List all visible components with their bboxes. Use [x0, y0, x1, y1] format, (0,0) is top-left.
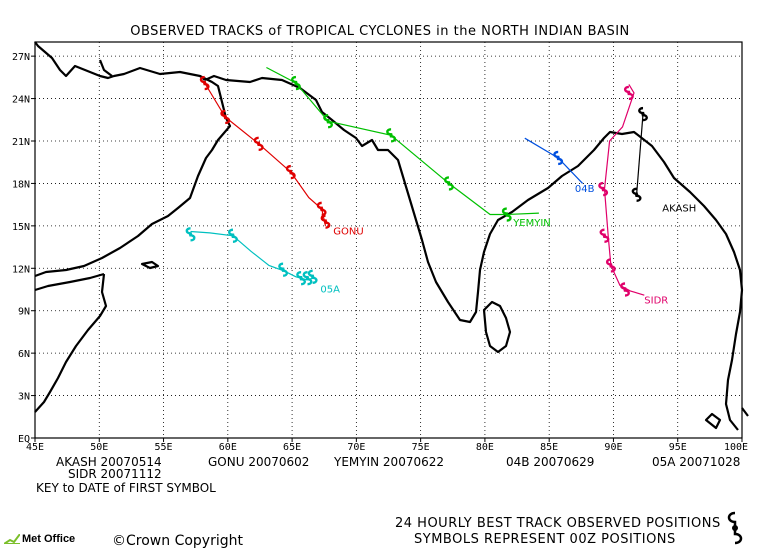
key-gonu: GONU 20070602 [208, 455, 310, 469]
map-frame [34, 41, 743, 439]
track-label-sidr: SIDR [644, 296, 668, 307]
coastline-somalia [34, 272, 105, 292]
cyclone-symbol-yemyin [323, 113, 333, 129]
cyclone-symbol-05a [228, 228, 238, 243]
cyclone-symbol-sidr [620, 282, 630, 297]
lon-tick-label: 90E [604, 442, 622, 453]
cyclone-symbol-05a [307, 269, 318, 284]
key-04b: 04B 20070629 [506, 455, 595, 469]
met-office-logo: Met Office [3, 533, 76, 546]
footer-line-2: SYMBOLS REPRESENT 00Z POSITIONS [414, 532, 676, 547]
lat-lon-grid [34, 42, 743, 439]
lat-tick-label: 3N [18, 392, 30, 403]
lon-tick-label: 60E [219, 442, 237, 453]
lon-tick-label: 85E [540, 442, 558, 453]
track-yemyin: YEMYIN [266, 66, 551, 229]
copyright-text: Crown Copyright [126, 533, 243, 549]
lat-tick-label: 12N [12, 264, 30, 275]
footer-line-1: 24 HOURLY BEST TRACK OBSERVED POSITIONS [395, 516, 721, 531]
cyclone-symbol-05a [185, 227, 196, 242]
track-line-04b [524, 137, 584, 184]
copyright-icon: © [112, 533, 126, 549]
cyclone-symbol-yemyin [291, 75, 301, 91]
coastline-malaya [704, 407, 749, 430]
cyclone-symbol-gonu [285, 164, 296, 180]
lon-tick-label: 50E [90, 442, 108, 453]
cyclone-symbol-gonu [220, 109, 231, 125]
cyclone-symbol-akash [638, 106, 648, 122]
cyclone-symbol-sidr [623, 85, 634, 101]
key-sidr: SIDR 20071112 [68, 467, 162, 481]
lat-tick-label: EQ [18, 434, 30, 445]
cyclone-symbol-04b [553, 150, 564, 166]
track-05a: 05A [185, 227, 340, 295]
track-akash: AKASH [631, 106, 696, 215]
cyclone-symbol-akash [631, 187, 642, 202]
track-line-yemyin [266, 66, 539, 216]
track-label-05a: 05A [320, 284, 340, 295]
track-line-akash [636, 114, 644, 195]
cyclone-symbol-gonu [199, 75, 210, 91]
coastline-gulf-oman [204, 74, 744, 431]
coastline-persian-gulf [98, 59, 206, 81]
lat-tick-label: 9N [18, 307, 30, 318]
cyclone-symbol-gonu [253, 136, 264, 152]
met-office-brand: Met Office [22, 533, 76, 545]
island-socotra [140, 260, 160, 270]
key-05a: 05A 20071028 [652, 455, 741, 469]
lon-tick-label: 80E [476, 442, 494, 453]
island-sri-lanka [482, 300, 512, 354]
cyclone-symbol-gonu [320, 214, 331, 229]
track-label-gonu: GONU [333, 226, 363, 237]
lon-tick-label: 100E [724, 442, 748, 453]
lat-tick-label: 27N [12, 52, 30, 63]
lon-tick-label: 65E [283, 442, 301, 453]
cyclone-symbol-yemyin [501, 207, 512, 222]
met-office-mark-icon [3, 533, 21, 546]
key-akash: AKASH 20070514 [56, 455, 162, 469]
lon-tick-label: 55E [155, 442, 173, 453]
lat-tick-label: 6N [18, 349, 30, 360]
track-gonu: GONU [199, 75, 364, 237]
track-label-yemyin: YEMYIN [512, 218, 551, 229]
cyclone-symbol-05a [296, 270, 307, 286]
lat-tick-label: 21N [12, 137, 30, 148]
lat-tick-label: 24N [12, 95, 30, 106]
lat-tick-label: 18N [12, 179, 30, 190]
cyclone-symbol-sidr [599, 228, 610, 243]
track-label-04b: 04B [575, 184, 595, 195]
map-axes: 45E 50E 55E 60E 65E 70E 75E 80E 85E 90E 95E 100E EQ 3… [12, 41, 748, 453]
cyclone-symbol-yemyin [444, 176, 454, 191]
key-yemyin: YEMYIN 20070622 [334, 455, 445, 469]
cyclone-tracks: GONU YEMYIN 04B AKASH SIDR 05A [185, 66, 696, 307]
lat-tick-label: 15N [12, 222, 30, 233]
track-sidr: SIDR [598, 84, 668, 307]
map-title: OBSERVED TRACKS of TROPICAL CYCLONES in … [130, 24, 630, 39]
lon-tick-label: 95E [669, 442, 687, 453]
cyclone-symbol-sidr [598, 181, 609, 197]
cyclone-symbol-gonu [316, 201, 327, 217]
lon-tick-label: 45E [26, 442, 44, 453]
key-caption: KEY to DATE of FIRST SYMBOL [36, 481, 216, 495]
lon-tick-label: 75E [412, 442, 430, 453]
cyclone-symbol-icon [727, 511, 743, 545]
cyclone-symbol-yemyin [386, 128, 396, 143]
cyclone-symbol-05a [302, 270, 313, 286]
coastline-africa [34, 273, 108, 413]
cyclone-symbol-05a [278, 262, 289, 277]
copyright: ©Crown Copyright [112, 533, 243, 549]
cyclone-symbol-sidr [605, 258, 616, 273]
track-label-akash: AKASH [662, 204, 696, 215]
track-04b: 04B [524, 137, 595, 195]
coastlines [34, 41, 749, 431]
track-line-05a [190, 230, 315, 281]
lon-tick-label: 70E [347, 442, 365, 453]
